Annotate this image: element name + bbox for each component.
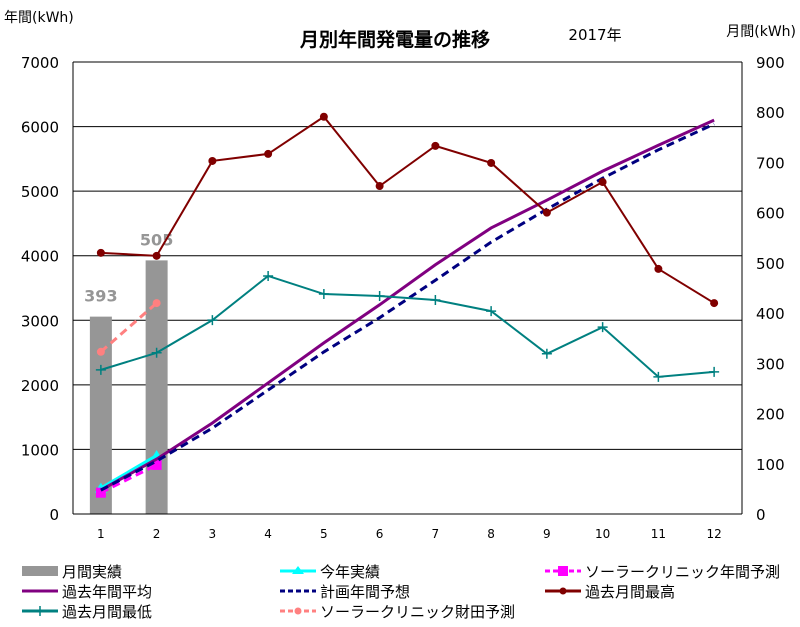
bar bbox=[145, 260, 168, 514]
legend-label: 月間実績 bbox=[62, 563, 122, 581]
right-tick-label: 500 bbox=[756, 255, 785, 273]
x-tick-label: 6 bbox=[376, 527, 384, 541]
left-tick-label: 2000 bbox=[21, 377, 59, 395]
bar-data-label: 505 bbox=[140, 230, 173, 249]
right-tick-label: 400 bbox=[756, 305, 785, 323]
left-tick-label: 3000 bbox=[21, 312, 59, 330]
series-line bbox=[100, 115, 715, 304]
legend-label: ソーラークリニック財田予測 bbox=[320, 603, 515, 621]
data-point bbox=[207, 315, 218, 326]
left-tick-label: 6000 bbox=[21, 119, 59, 137]
x-tick-label: 1 bbox=[97, 527, 105, 541]
data-point bbox=[542, 208, 551, 217]
left-tick-label: 5000 bbox=[21, 183, 59, 201]
data-point bbox=[541, 348, 552, 359]
data-point bbox=[96, 248, 105, 257]
x-tick-label: 10 bbox=[595, 527, 610, 541]
left-tick-label: 7000 bbox=[21, 54, 59, 72]
data-point bbox=[710, 299, 719, 308]
right-tick-label: 100 bbox=[756, 456, 785, 474]
right-tick-label: 0 bbox=[756, 506, 766, 524]
x-tick-label: 7 bbox=[432, 527, 440, 541]
left-tick-label: 1000 bbox=[21, 441, 59, 459]
x-tick-label: 12 bbox=[706, 527, 721, 541]
data-point bbox=[264, 149, 273, 158]
x-tick-label: 11 bbox=[651, 527, 666, 541]
data-point bbox=[96, 347, 105, 356]
series-line bbox=[100, 463, 158, 495]
series-line bbox=[99, 454, 158, 491]
x-tick-label: 8 bbox=[487, 527, 495, 541]
legend-label: 過去年間平均 bbox=[62, 583, 152, 601]
right-axis-label: 月間(kWh) bbox=[726, 24, 796, 40]
right-tick-label: 300 bbox=[756, 355, 785, 373]
right-tick-label: 800 bbox=[756, 104, 785, 122]
x-tick-label: 9 bbox=[543, 527, 551, 541]
data-point bbox=[95, 487, 106, 498]
legend-marker bbox=[292, 566, 304, 574]
legend-label: 今年実績 bbox=[320, 563, 380, 581]
x-tick-label: 4 bbox=[264, 527, 272, 541]
data-point bbox=[374, 291, 385, 302]
series-line bbox=[100, 118, 715, 492]
data-point bbox=[152, 251, 161, 260]
left-axis-label: 年間(kWh) bbox=[4, 10, 74, 26]
x-tick-label: 5 bbox=[320, 527, 328, 541]
legend-marker bbox=[558, 566, 568, 576]
data-point bbox=[597, 322, 608, 333]
bar-data-label: 393 bbox=[84, 287, 117, 306]
data-point bbox=[709, 366, 720, 377]
right-tick-label: 600 bbox=[756, 205, 785, 223]
series-line bbox=[100, 122, 715, 492]
left-tick-label: 4000 bbox=[21, 248, 59, 266]
data-point bbox=[151, 459, 162, 470]
data-point bbox=[486, 306, 497, 317]
data-point bbox=[152, 299, 161, 308]
data-point bbox=[151, 347, 162, 358]
legend-label: 過去月間最高 bbox=[585, 583, 675, 601]
legend-label: 計画年間予想 bbox=[320, 583, 410, 601]
data-point bbox=[654, 264, 663, 273]
data-point bbox=[95, 364, 106, 375]
data-point bbox=[487, 158, 496, 167]
legend-marker bbox=[294, 607, 302, 615]
left-tick-label: 0 bbox=[49, 506, 59, 524]
legend-label: ソーラークリニック年間予測 bbox=[585, 563, 780, 581]
data-point bbox=[653, 371, 664, 382]
chart-title: 月別年間発電量の推移 bbox=[299, 28, 490, 51]
data-point bbox=[431, 141, 440, 150]
legend-swatch bbox=[22, 566, 58, 576]
series-line bbox=[100, 274, 715, 378]
bar bbox=[89, 316, 112, 514]
right-tick-label: 900 bbox=[756, 54, 785, 72]
data-point bbox=[375, 182, 384, 191]
data-point bbox=[208, 156, 217, 165]
legend-marker bbox=[559, 587, 567, 595]
data-point bbox=[430, 295, 441, 306]
right-tick-label: 200 bbox=[756, 406, 785, 424]
right-tick-label: 700 bbox=[756, 154, 785, 172]
legend-label: 過去月間最低 bbox=[62, 603, 152, 621]
data-point bbox=[263, 270, 274, 281]
data-point bbox=[318, 289, 329, 300]
x-tick-label: 3 bbox=[209, 527, 217, 541]
data-point bbox=[319, 112, 328, 121]
chart-subtitle: 2017年 bbox=[568, 26, 621, 44]
x-tick-label: 2 bbox=[153, 527, 161, 541]
data-point bbox=[598, 178, 607, 187]
